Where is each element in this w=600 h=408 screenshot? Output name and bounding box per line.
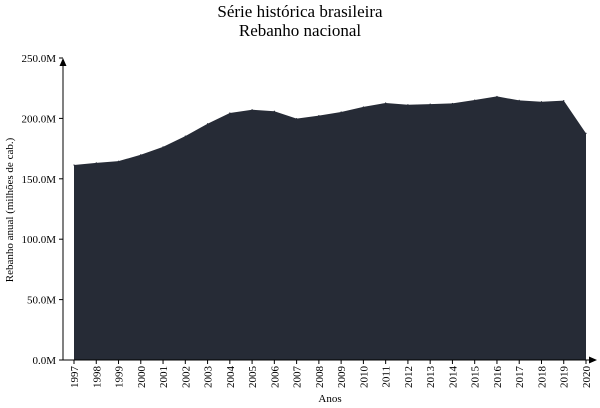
data-point-2017 (518, 99, 520, 102)
x-tick-label: 2004 (225, 366, 237, 389)
chart-subtitle: Rebanho nacional (239, 21, 362, 40)
data-point-2013 (429, 103, 431, 105)
data-point-2018 (540, 101, 543, 103)
axes (59, 58, 597, 364)
x-tick-label: 2020 (581, 366, 593, 389)
data-point-2009 (340, 111, 342, 113)
area-layer (73, 95, 587, 360)
y-tick-label: 50.0M (27, 295, 56, 307)
data-point-1999 (117, 160, 120, 162)
x-tick-label: 2015 (470, 366, 482, 389)
x-tick-label: 2009 (336, 366, 348, 389)
data-point-2008 (318, 115, 320, 117)
data-point-2005 (251, 109, 253, 111)
y-tick-label: 200.0M (21, 113, 56, 125)
x-tick-label: 2014 (447, 366, 459, 389)
data-point-2012 (407, 104, 409, 106)
data-point-2002 (184, 135, 186, 137)
x-ticks: 1997 1998 1999 2000 2001 2002 2003 2004 2005 2006… (69, 360, 593, 388)
x-tick-label: 2003 (203, 366, 215, 389)
x-tick-label: 2013 (425, 366, 437, 389)
chart-title: Série histórica brasileira (217, 2, 383, 21)
x-tick-label: 2001 (158, 366, 170, 388)
x-tick-label: 2007 (292, 366, 304, 389)
x-tick-label: 2012 (403, 366, 415, 388)
data-point-2016 (496, 95, 498, 98)
x-tick-label: 2000 (136, 366, 148, 389)
x-tick-label: 1998 (91, 366, 103, 389)
x-tick-label: 2006 (269, 366, 281, 389)
x-tick-label: 2002 (180, 366, 192, 388)
x-tick-label: 2017 (514, 366, 526, 389)
x-tick-label: 2018 (536, 366, 548, 389)
data-point-2011 (385, 102, 387, 104)
data-point-2019 (563, 100, 565, 102)
x-tick-label: 2016 (492, 366, 504, 389)
x-tick-label: 2008 (314, 366, 326, 389)
data-point-2003 (206, 123, 209, 125)
x-tick-label: 1997 (69, 366, 81, 389)
y-axis-label: Rebanho anual (milhões de cab.) (4, 137, 16, 282)
data-point-2010 (362, 106, 364, 108)
data-point-2015 (474, 99, 476, 101)
y-tick-label: 150.0M (21, 174, 56, 186)
x-axis-label: Anos (318, 393, 341, 405)
data-point-2006 (273, 110, 275, 112)
x-tick-label: 2010 (358, 366, 370, 389)
data-point-1998 (95, 162, 97, 164)
y-tick-label: 250.0M (21, 53, 56, 65)
data-point-2014 (451, 102, 454, 105)
data-point-2000 (140, 154, 142, 156)
y-ticks: 0.0M 50.0M 100.0M 150.0M 200.0M 250.0M (21, 53, 63, 367)
y-tick-label: 100.0M (21, 234, 56, 246)
area-series-0 (74, 96, 586, 360)
data-point-1997 (73, 164, 75, 166)
data-point-2001 (162, 146, 164, 148)
y-tick-label: 0.0M (32, 355, 56, 367)
data-point-2004 (229, 112, 231, 114)
x-tick-label: 2011 (381, 366, 393, 388)
x-axis-arrow (589, 356, 597, 364)
x-tick-label: 2019 (559, 366, 571, 389)
y-axis-arrow (59, 58, 67, 66)
data-point-2007 (296, 118, 298, 120)
x-tick-label: 1999 (114, 366, 126, 389)
data-point-2020 (585, 132, 587, 134)
x-tick-label: 2005 (247, 366, 259, 389)
